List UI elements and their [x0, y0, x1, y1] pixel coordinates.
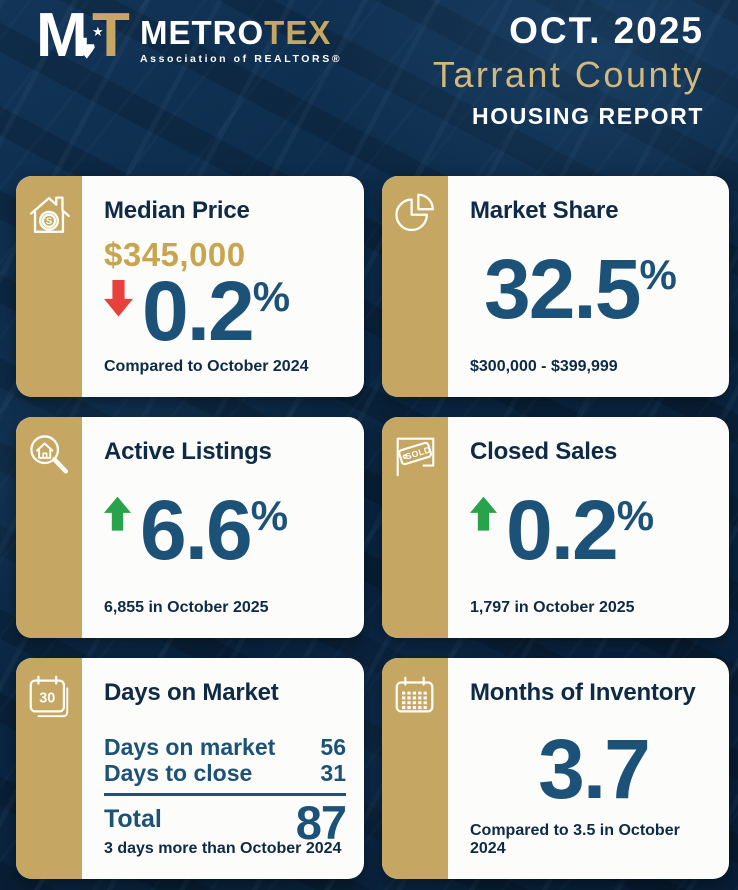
down-arrow-icon	[104, 279, 133, 317]
card-footnote: $300,000 - $399,999	[470, 358, 618, 375]
trend-row: 6.6 %	[104, 482, 352, 577]
calendar-day-label: 30	[39, 690, 55, 706]
gold-strip	[382, 658, 448, 879]
metrotex-logo: M T ★ METROTEX Association of REALTORS®	[36, 1, 342, 72]
total-row: Total 87	[104, 795, 347, 849]
magnifier-house-icon	[24, 430, 74, 480]
trend-row: 0.2 %	[470, 482, 717, 577]
stat-value: 0.2	[142, 263, 255, 358]
stat-cards-grid: S Median Price $345,000 0.2 % Compared t…	[16, 176, 729, 879]
row-label: Days on market	[104, 733, 276, 760]
stat-row: 3.7	[470, 721, 717, 816]
card-footnote: 3 days more than October 2024	[104, 840, 342, 857]
gold-strip	[382, 176, 448, 397]
trend-row: 0.2 %	[104, 263, 352, 358]
card-median-price: S Median Price $345,000 0.2 % Compared t…	[16, 176, 364, 397]
card-title: Days on Market	[104, 679, 279, 706]
gold-strip: 30	[16, 658, 82, 879]
brand-name: METROTEX	[140, 16, 342, 49]
brand-metro: METRO	[140, 14, 265, 51]
gold-strip: SOLD	[382, 417, 448, 638]
metrotex-logo-mark: M T ★	[36, 1, 140, 72]
card-title: Months of Inventory	[470, 679, 696, 706]
gold-strip: S	[16, 176, 82, 397]
brand-tex: TEX	[264, 14, 332, 51]
star-icon: ★	[92, 24, 104, 39]
card-title: Market Share	[470, 197, 619, 224]
card-months-of-inventory: Months of Inventory 3.7 Compared to 3.5 …	[382, 658, 729, 879]
card-title: Active Listings	[104, 438, 272, 465]
row-value: 56	[320, 733, 346, 760]
card-content: Market Share 32.5 % $300,000 - $399,999	[470, 176, 717, 397]
logo-t-letter: T	[92, 1, 130, 70]
stat-row: 32.5 %	[470, 241, 717, 336]
report-county: Tarrant County	[432, 54, 704, 95]
dollar-s-glyph: S	[46, 216, 53, 227]
days-breakdown: Days on market 56 Days to close 31 Total…	[104, 734, 347, 849]
stat-value: 32.5	[484, 241, 641, 336]
row-value: 31	[320, 759, 346, 786]
percent-sign: %	[252, 272, 290, 320]
up-arrow-icon	[470, 496, 497, 531]
card-title: Closed Sales	[470, 438, 618, 465]
card-content: Median Price $345,000 0.2 % Compared to …	[104, 176, 352, 397]
report-month: OCT. 2025	[509, 10, 704, 51]
card-active-listings: Active Listings 6.6 % 6,855 in October 2…	[16, 417, 364, 638]
brand-text: METROTEX Association of REALTORS®	[140, 8, 342, 65]
card-footnote: 6,855 in October 2025	[104, 599, 269, 616]
up-arrow-icon	[104, 496, 131, 531]
card-footnote: Compared to 3.5 in October 2024	[470, 822, 680, 857]
card-title: Median Price	[104, 197, 250, 224]
days-on-market-row: Days on market 56	[104, 734, 346, 760]
gold-strip	[16, 417, 82, 638]
texas-shape-icon	[76, 37, 95, 59]
stat-value: 3.7	[538, 721, 651, 816]
stat-value: 6.6	[140, 482, 253, 577]
sold-sign-icon: SOLD	[390, 430, 440, 480]
card-footnote: 1,797 in October 2025	[470, 599, 635, 616]
percent-sign: %	[250, 491, 288, 539]
card-footnote: Compared to October 2024	[104, 358, 309, 375]
brand-tagline: Association of REALTORS®	[140, 53, 343, 65]
card-closed-sales: SOLD Closed Sales 0.2 % 1,797 in October…	[382, 417, 729, 638]
total-label: Total	[104, 804, 162, 833]
calendar-30-icon: 30	[24, 671, 74, 721]
percent-sign: %	[616, 491, 654, 539]
days-to-close-row: Days to close 31	[104, 760, 346, 786]
logo-m-letter: M	[36, 1, 88, 70]
house-dollar-icon: S	[24, 189, 74, 239]
median-price-value: $345,000	[104, 235, 246, 273]
report-label: HOUSING REPORT	[472, 103, 704, 129]
row-label: Days to close	[104, 759, 253, 786]
card-market-share: Market Share 32.5 % $300,000 - $399,999	[382, 176, 729, 397]
stat-value: 0.2	[506, 482, 619, 577]
card-days-on-market: 30 Days on Market Days on market 56 Days…	[16, 658, 364, 879]
card-content: Closed Sales 0.2 % 1,797 in October 2025	[470, 417, 717, 638]
card-content: Active Listings 6.6 % 6,855 in October 2…	[104, 417, 352, 638]
card-content: Months of Inventory 3.7 Compared to 3.5 …	[470, 658, 717, 879]
sum-divider	[104, 792, 346, 796]
calendar-grid-icon	[390, 671, 440, 721]
total-value: 87	[295, 795, 347, 849]
card-content: Days on Market Days on market 56 Days to…	[104, 658, 352, 879]
report-title-block: OCT. 2025 Tarrant County HOUSING REPORT	[433, 12, 704, 128]
percent-sign: %	[639, 250, 677, 298]
pie-chart-icon	[390, 189, 440, 239]
